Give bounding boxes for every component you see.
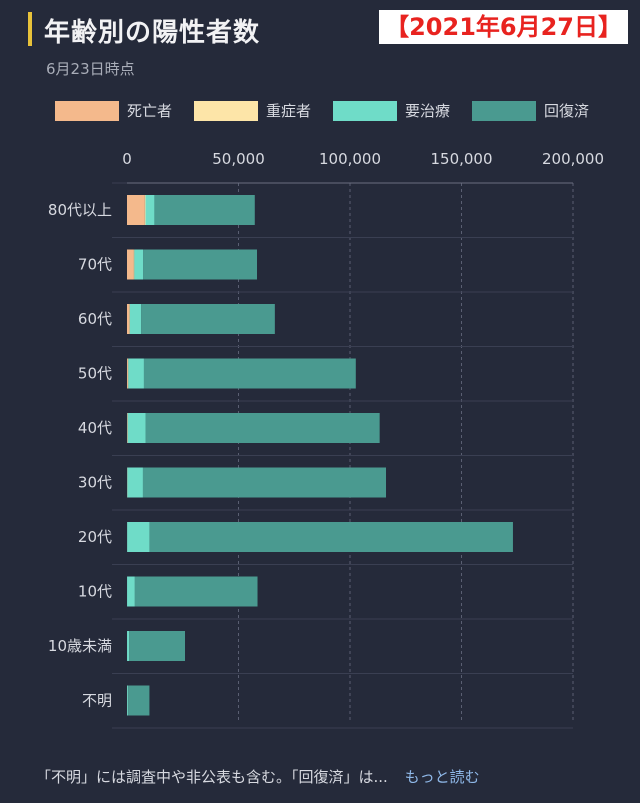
bar-segment bbox=[143, 249, 258, 280]
bar-segment bbox=[134, 249, 144, 280]
bar-segment bbox=[128, 358, 144, 389]
category-label: 60代 bbox=[78, 310, 112, 328]
x-tick-label: 100,000 bbox=[319, 150, 381, 168]
bar-segment bbox=[127, 195, 145, 225]
legend-swatch bbox=[194, 100, 259, 121]
bar-segment bbox=[134, 576, 258, 607]
footer-note: 「不明」には調査中や非公表も含む。「回復済」は... bbox=[36, 768, 388, 786]
read-more-link[interactable]: もっと読む bbox=[404, 768, 480, 786]
bar-segment bbox=[127, 685, 129, 716]
bar-segment bbox=[127, 413, 146, 443]
bar-segment bbox=[145, 195, 155, 225]
category-label: 不明 bbox=[82, 692, 112, 710]
legend-label: 重症者 bbox=[266, 102, 312, 120]
legend-label: 回復済 bbox=[544, 102, 590, 120]
legend-swatch bbox=[55, 100, 119, 121]
bar-segment bbox=[129, 631, 186, 661]
bar-chart: 0 50,000 100,000 150,000 200,000 80代以上 70代 60代 5… bbox=[48, 150, 604, 729]
bar-segment bbox=[127, 576, 135, 607]
x-tick-label: 0 bbox=[122, 150, 132, 168]
category-label: 50代 bbox=[78, 365, 112, 383]
category-label: 30代 bbox=[78, 474, 112, 492]
category-label: 70代 bbox=[78, 256, 112, 274]
bar-segment bbox=[128, 685, 150, 716]
legend-item-recovered[interactable]: 回復済 bbox=[472, 100, 589, 121]
category-label: 20代 bbox=[78, 528, 112, 546]
legend-item-severe[interactable]: 重症者 bbox=[194, 100, 311, 121]
chart-legend: 死亡者 重症者 要治療 回復済 bbox=[55, 100, 611, 121]
bar-segment bbox=[154, 195, 255, 225]
category-label: 40代 bbox=[78, 419, 112, 437]
bar-segment bbox=[144, 195, 146, 225]
legend-label: 死亡者 bbox=[127, 102, 173, 120]
bar-segment bbox=[127, 358, 128, 389]
bar-segment bbox=[133, 249, 135, 280]
bar-segment bbox=[149, 522, 513, 552]
bar-segment bbox=[129, 304, 130, 334]
bar-segment bbox=[127, 304, 130, 334]
legend-item-treatment[interactable]: 要治療 bbox=[333, 100, 450, 121]
title-accent-bar bbox=[28, 12, 32, 46]
category-label: 80代以上 bbox=[48, 201, 112, 219]
legend-item-deaths[interactable]: 死亡者 bbox=[55, 100, 172, 121]
bar-segment bbox=[141, 304, 275, 334]
footer-note-row: 「不明」には調査中や非公表も含む。「回復済」は... もっと読む bbox=[36, 766, 480, 787]
bar-segment bbox=[143, 358, 356, 389]
legend-label: 要治療 bbox=[405, 102, 451, 120]
page-title: 年齢別の陽性者数 bbox=[44, 18, 261, 48]
x-tick-label: 150,000 bbox=[430, 150, 492, 168]
legend-swatch bbox=[472, 100, 537, 121]
bar-segment bbox=[145, 413, 380, 443]
bar-segment bbox=[127, 467, 143, 498]
bar-segment bbox=[127, 631, 130, 661]
x-tick-label: 50,000 bbox=[212, 150, 265, 168]
category-label: 10代 bbox=[78, 583, 112, 601]
bar-segment bbox=[127, 249, 134, 280]
bar-segment bbox=[127, 522, 150, 552]
chart-subtitle: 6月23日時点 bbox=[46, 60, 135, 78]
bar-segment bbox=[142, 467, 387, 498]
date-badge: 【2021年6月27日】 bbox=[379, 10, 628, 44]
x-tick-label: 200,000 bbox=[542, 150, 604, 168]
bar-segment bbox=[129, 304, 142, 334]
category-label: 10歳未満 bbox=[48, 637, 112, 655]
legend-swatch bbox=[333, 100, 398, 121]
